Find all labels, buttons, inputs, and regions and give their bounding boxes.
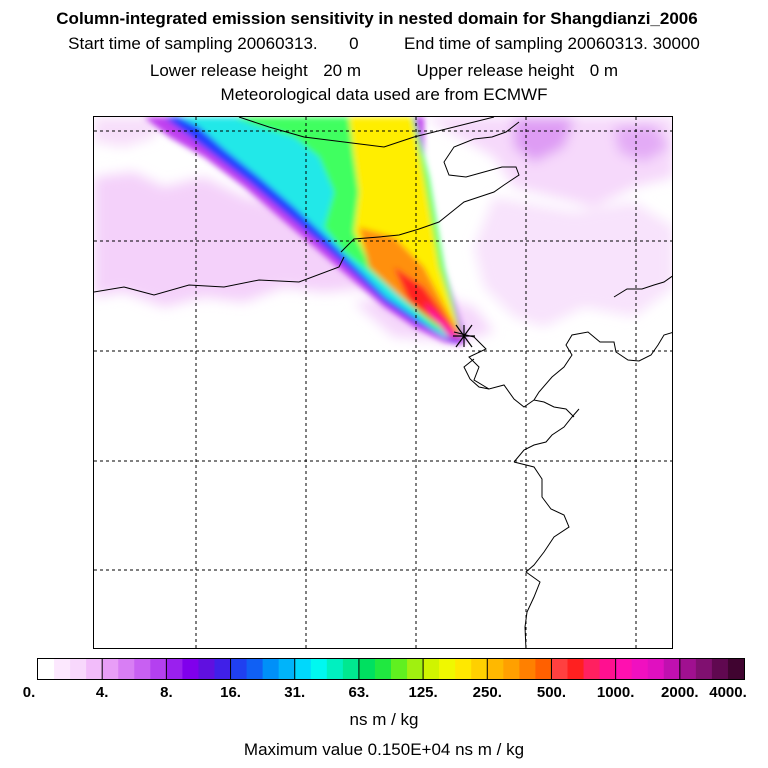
colorbar-swatch xyxy=(455,659,472,679)
colorbar-tick-label: 16. xyxy=(220,684,241,701)
start-time-value: 0 xyxy=(349,34,359,53)
colorbar-swatch xyxy=(727,659,744,679)
colorbar-swatch xyxy=(54,659,71,679)
colorbar-tick-label: 63. xyxy=(348,684,370,701)
colorbar-tick-label: 4000. xyxy=(709,684,747,701)
colorbar-swatch xyxy=(391,659,408,679)
colorbar-swatches xyxy=(38,659,744,679)
release-heights: Lower release height 20 m Upper release … xyxy=(0,61,768,81)
colorbar-swatch xyxy=(118,659,135,679)
colorbar-tick-label: 250. xyxy=(472,684,502,701)
colorbar-swatch xyxy=(567,659,585,679)
colorbar-swatch xyxy=(679,659,697,679)
colorbar-tick-label: 500. xyxy=(536,684,567,701)
colorbar-swatch xyxy=(134,659,151,679)
upper-release-label: Upper release height xyxy=(416,61,575,80)
colorbar-tick-label: 8. xyxy=(160,684,173,701)
map-canvas xyxy=(94,117,672,648)
colorbar-tick-label: 1000. xyxy=(596,684,635,701)
colorbar-swatch xyxy=(294,659,312,679)
colorbar-swatch xyxy=(70,659,87,679)
colorbar-swatch xyxy=(439,659,456,679)
lower-release-label: Lower release height xyxy=(149,61,308,80)
colorbar-tick-label: 125. xyxy=(408,684,438,701)
colorbar-swatch xyxy=(583,659,601,679)
sensitivity-map xyxy=(93,116,673,649)
met-data-note: Meteorological data used are from ECMWF xyxy=(220,85,548,104)
colorbar-swatch xyxy=(38,659,55,679)
colorbar-swatch xyxy=(102,659,119,679)
colorbar-swatch xyxy=(310,659,328,679)
colorbar-swatch xyxy=(711,659,729,679)
plume xyxy=(144,117,466,345)
colorbar-unit: ns m / kg xyxy=(349,710,419,729)
colorbar xyxy=(37,658,745,680)
sampling-times: Start time of sampling 20060313. 0 End t… xyxy=(0,34,768,54)
colorbar-swatch xyxy=(326,659,344,679)
colorbar-swatch xyxy=(166,659,183,679)
colorbar-swatch xyxy=(471,659,488,679)
colorbar-tick-label: 2000. xyxy=(661,684,699,701)
maximum-value-note: Maximum value 0.150E+04 ns m / kg xyxy=(243,740,525,759)
start-time-label: Start time of sampling 20060313. xyxy=(68,34,318,53)
map-title: Column-integrated emission sensitivity i… xyxy=(56,9,698,28)
graticule xyxy=(94,117,672,648)
upper-release-value: 0 m xyxy=(589,61,619,80)
colorbar-swatch xyxy=(246,659,264,679)
colorbar-swatch xyxy=(150,659,167,679)
colorbar-swatch xyxy=(262,659,280,679)
colorbar-swatch xyxy=(663,659,681,679)
colorbar-swatch xyxy=(519,659,536,679)
colorbar-swatch xyxy=(358,659,376,679)
x-marker-icon xyxy=(453,324,475,348)
colorbar-swatch xyxy=(551,659,568,679)
colorbar-swatch xyxy=(86,659,103,679)
colorbar-swatch xyxy=(695,659,713,679)
colorbar-tick-label: 4. xyxy=(95,684,109,701)
coastlines-borders xyxy=(94,117,672,648)
colorbar-swatch xyxy=(503,659,520,679)
colorbar-swatch xyxy=(198,659,215,679)
colorbar-swatch xyxy=(230,659,248,679)
colorbar-swatch xyxy=(278,659,296,679)
colorbar-swatch xyxy=(182,659,199,679)
colorbar-swatch xyxy=(214,659,232,679)
colorbar-swatch xyxy=(407,659,424,679)
colorbar-swatch xyxy=(423,659,440,679)
colorbar-swatch xyxy=(487,659,504,679)
colorbar-swatch xyxy=(374,659,392,679)
end-time-label: End time of sampling 20060313. 30000 xyxy=(404,34,700,53)
colorbar-swatch xyxy=(535,659,552,679)
colorbar-tick-label: 0. xyxy=(22,684,36,701)
colorbar-tick-label: 31. xyxy=(284,684,306,701)
colorbar-swatch xyxy=(631,659,649,679)
lower-release-value: 20 m xyxy=(323,61,361,80)
colorbar-swatch xyxy=(647,659,665,679)
colorbar-swatch xyxy=(342,659,360,679)
colorbar-swatch xyxy=(615,659,633,679)
colorbar-swatch xyxy=(599,659,617,679)
